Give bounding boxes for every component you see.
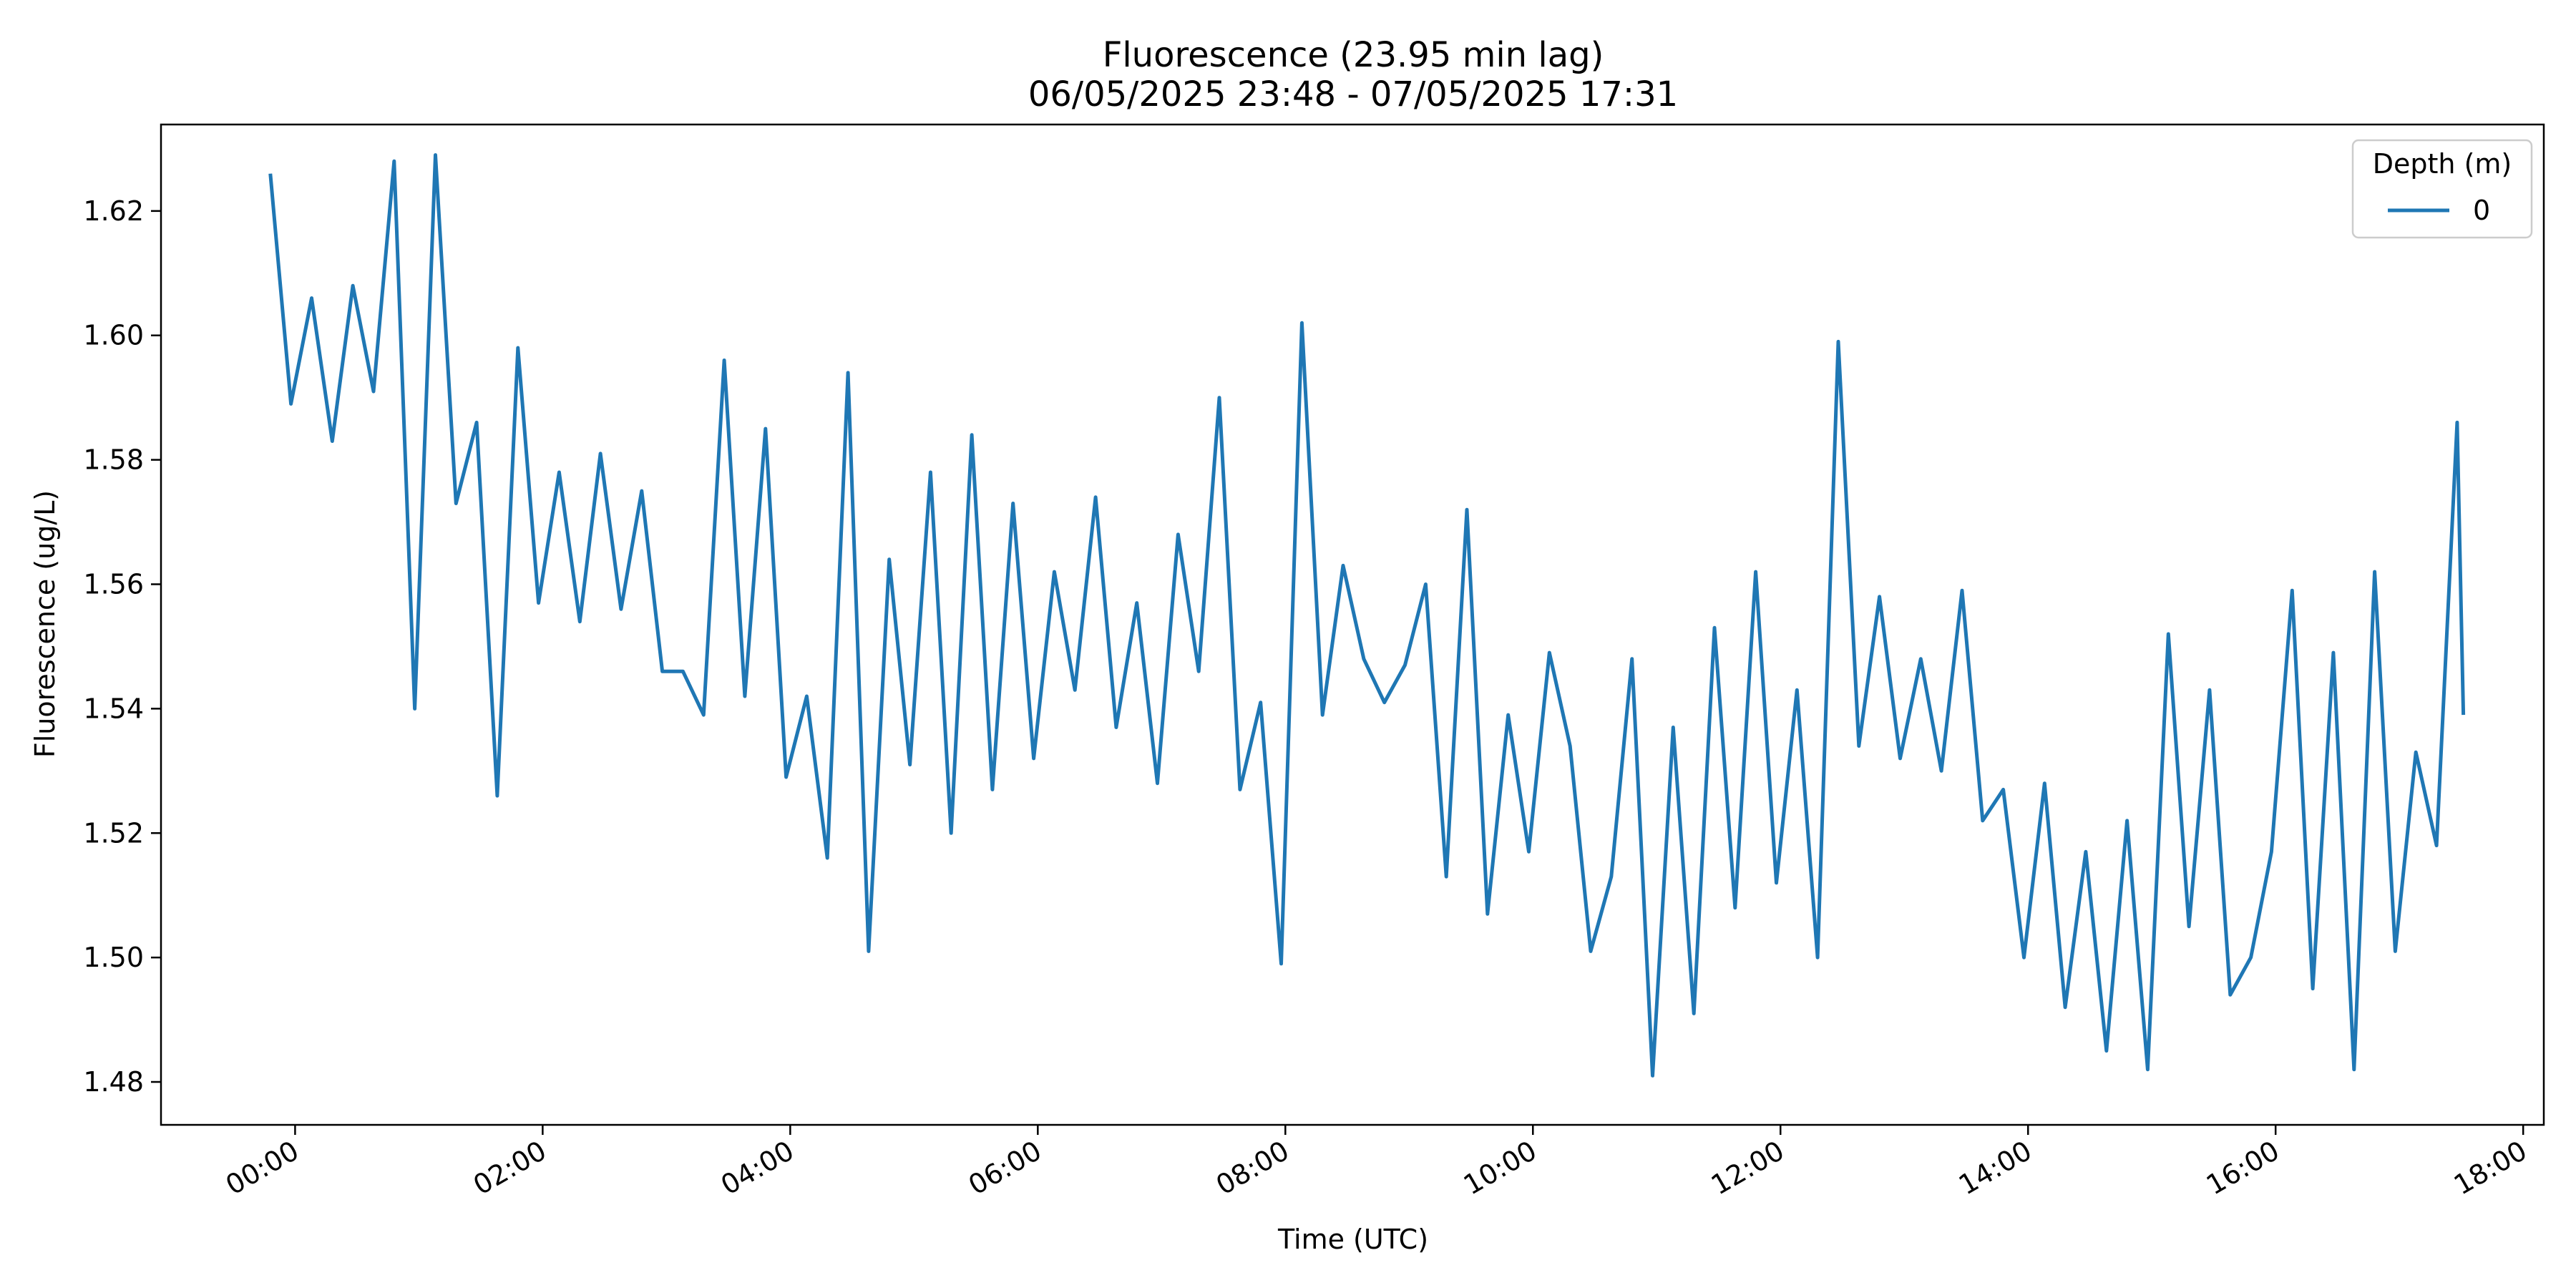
y-tick-label: 1.58 — [83, 444, 144, 476]
x-axis-ticks: 00:00 02:00 04:00 06:00 08:00 10:00 12:00 14:00… — [220, 1125, 2532, 1201]
legend-label: 0 — [2473, 195, 2490, 226]
axes-frame — [160, 123, 2545, 1126]
x-tick-label: 02:00 — [468, 1135, 552, 1201]
x-tick-label: 08:00 — [1211, 1135, 1294, 1201]
legend: Depth (m) 0 — [2351, 139, 2533, 239]
x-axis-label: Time (UTC) — [1277, 1224, 1428, 1255]
y-tick-label: 1.54 — [83, 693, 144, 724]
x-tick-label: 14:00 — [1953, 1135, 2037, 1201]
x-tick-label: 16:00 — [2201, 1135, 2285, 1201]
y-tick-label: 1.60 — [83, 320, 144, 351]
y-tick-label: 1.48 — [83, 1066, 144, 1098]
legend-title: Depth (m) — [2373, 148, 2512, 180]
x-tick-label: 04:00 — [716, 1135, 799, 1201]
y-tick-label: 1.52 — [83, 817, 144, 849]
series-line-depth-0 — [268, 153, 2466, 1078]
y-axis-label: Fluorescence (ug/L) — [29, 490, 61, 758]
x-tick-label: 06:00 — [963, 1135, 1047, 1201]
y-tick-label: 1.62 — [83, 195, 144, 227]
x-tick-label: 10:00 — [1458, 1135, 1542, 1201]
x-tick-label: 00:00 — [220, 1135, 304, 1201]
x-tick-label: 18:00 — [2449, 1135, 2532, 1201]
chart-subtitle: 06/05/2025 23:48 - 07/05/2025 17:31 — [1028, 74, 1678, 114]
y-tick-label: 1.50 — [83, 942, 144, 973]
plot-area — [160, 123, 2545, 1126]
y-tick-label: 1.56 — [83, 568, 144, 600]
y-axis-ticks: 1.48 1.50 1.52 1.54 1.56 1.58 1.60 1.62 — [83, 195, 161, 1098]
legend-box — [2351, 139, 2533, 239]
chart-title: Fluorescence (23.95 min lag) — [1103, 35, 1604, 75]
x-tick-label: 12:00 — [1706, 1135, 1790, 1201]
